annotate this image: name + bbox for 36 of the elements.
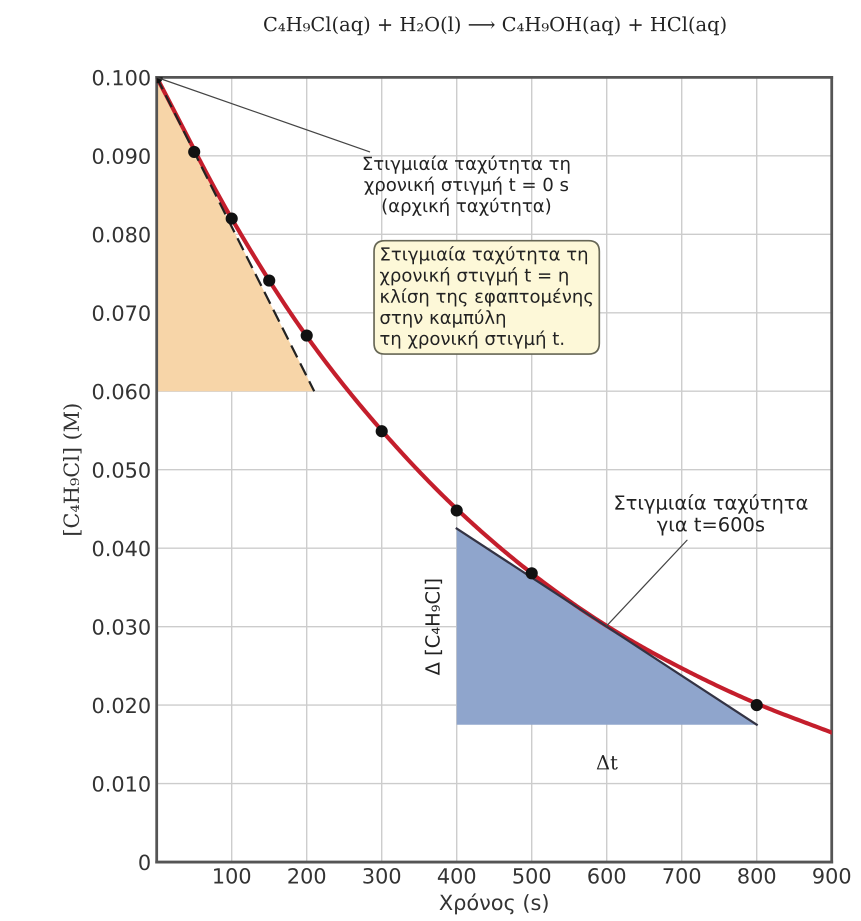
- y-tick-label: 0.060: [92, 384, 150, 400]
- point: [263, 274, 276, 287]
- y-tick-label: 0.050: [92, 462, 150, 478]
- y-tick-label: 0: [139, 854, 150, 870]
- point: [750, 699, 763, 712]
- point: [226, 212, 238, 225]
- x-tick-label: 800: [738, 868, 776, 884]
- point: [188, 146, 200, 158]
- x-tick-label: 400: [438, 868, 476, 884]
- x-tick-label: 600: [588, 868, 626, 884]
- annotation: Στιγμιαία ταχύτητα τη χρονική στιγμή t = η κλίση της εφαπτομένης στην καμπύλη τη χρονική στιγμή t.: [380, 246, 592, 349]
- x-tick-label: 900: [813, 868, 850, 884]
- y-tick-label: 0.080: [92, 226, 150, 243]
- x-tick-label: 300: [363, 868, 400, 884]
- y-tick-label: 0.030: [92, 619, 150, 635]
- annotation: Δt: [596, 755, 618, 770]
- y-tick-label: 0.040: [92, 540, 150, 556]
- y-tick-label: 0.010: [92, 776, 150, 792]
- y-tick-label: 0.090: [92, 148, 150, 164]
- y-tick-label: 0.020: [92, 698, 150, 714]
- y-axis-title: [C₄H₉Cl] (M): [63, 404, 82, 535]
- chart-title: C₄H₉Cl(aq) + H₂O(l) ⟶ C₄H₉OH(aq) + HCl(aq): [264, 16, 726, 36]
- point: [450, 504, 463, 517]
- annotation: Δ [C₄H₉Cl]: [424, 580, 442, 676]
- point: [300, 329, 313, 342]
- point: [376, 425, 388, 438]
- point: [526, 567, 538, 580]
- annotation: Στιγμιαία ταχύτητα για t=600s: [615, 494, 808, 536]
- x-tick-label: 700: [664, 868, 700, 884]
- y-tick-label: 0.070: [92, 305, 150, 321]
- x-tick-label: 500: [513, 868, 550, 884]
- y-tick-label: 0.100: [92, 70, 150, 86]
- annotation: Στιγμιαία ταχύτητα τη χρονική στιγμή t = 0 s (αρχική ταχύτητα): [364, 156, 570, 216]
- x-tick-label: 100: [214, 868, 250, 884]
- x-axis-title: Χρόνος (s): [440, 893, 548, 914]
- x-tick-label: 200: [288, 868, 326, 884]
